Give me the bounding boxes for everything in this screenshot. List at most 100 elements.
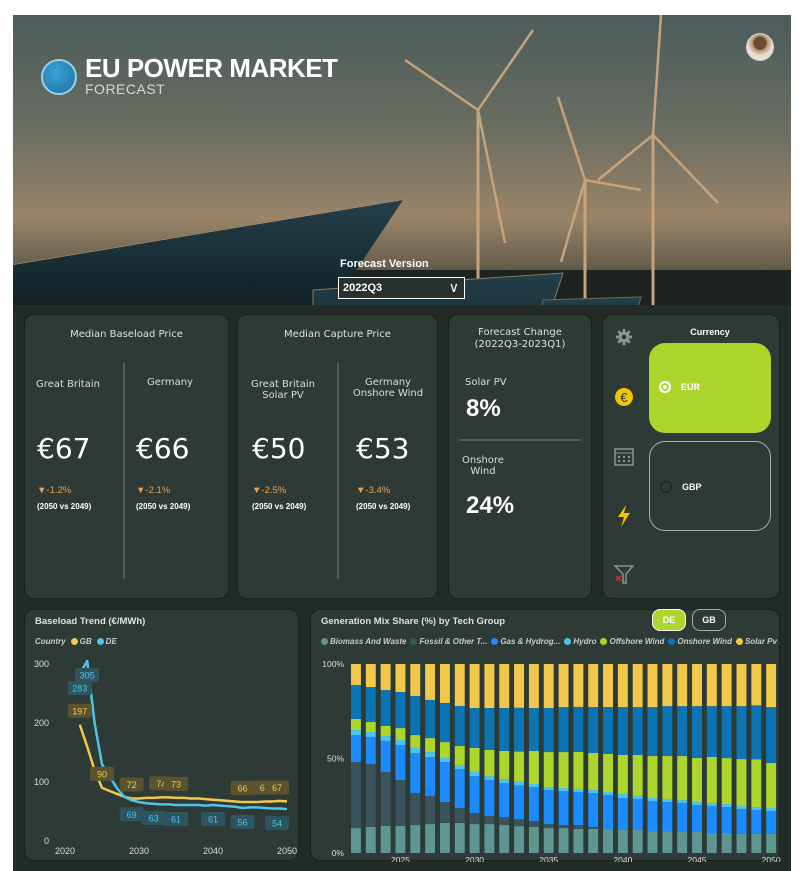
line-chart: 0 100 200 300 2020 2030 2040 2050 197 90 72 74 73 66 6…: [34, 659, 297, 856]
bar-segment: [632, 707, 643, 755]
bar-segment: [454, 822, 465, 853]
bar-segment: [662, 664, 673, 707]
bar-segment: [751, 759, 762, 808]
bar-segment: [588, 753, 599, 791]
hero-image: [13, 15, 791, 305]
chevron-down-icon: ∨: [448, 279, 459, 295]
bar-segment: [410, 753, 421, 794]
bar-segment: [692, 757, 702, 802]
bar-segment: [380, 736, 391, 741]
x-tick-label: 2040: [203, 846, 223, 856]
legend-item[interactable]: Solar Pv: [735, 637, 777, 646]
forecast-version-label: Forecast Version: [340, 258, 429, 270]
y-tick-label: 50%: [327, 754, 344, 764]
legend-item[interactable]: Onshore Wind: [668, 637, 732, 646]
legend-item[interactable]: Gas & Hydrog...: [491, 637, 560, 646]
bar-segment: [617, 754, 628, 795]
bar-segment: [365, 732, 376, 737]
bar-segment: [766, 833, 777, 853]
bar-segment: [484, 664, 495, 709]
bar-segment: [528, 750, 539, 785]
toggle-de[interactable]: DE: [652, 609, 686, 631]
bar-segment: [425, 824, 436, 853]
bar-segment: [662, 756, 673, 799]
bar-segment: [484, 776, 495, 781]
lightning-icon[interactable]: [613, 505, 635, 527]
bar-segment: [662, 706, 673, 757]
bar-segment: [380, 690, 391, 726]
kpi-label: Germany: [147, 377, 193, 388]
bar-segment: [469, 771, 480, 777]
bar-segment: [351, 828, 361, 853]
bar-segment: [603, 828, 614, 853]
data-label-text: 90: [97, 769, 107, 779]
forecast-version-dropdown[interactable]: 2022Q3 ∨: [338, 277, 465, 299]
bar-segment: [439, 702, 450, 743]
legend-item-gb[interactable]: GB: [70, 637, 92, 646]
data-label-bg: [164, 812, 188, 827]
data-label-bg: [265, 816, 289, 831]
change-value: 8%: [466, 395, 501, 422]
bar-segment: [736, 706, 747, 760]
gear-icon[interactable]: [613, 326, 635, 348]
series-line-de: [78, 659, 288, 811]
data-label-bg: [67, 703, 92, 718]
data-label: 63: [141, 810, 166, 825]
euro-icon[interactable]: €: [613, 386, 635, 408]
bar-segment: [499, 817, 510, 826]
bar-segment: [558, 752, 569, 788]
kpi-label: Great Britain: [36, 379, 100, 390]
bar-segment: [558, 791, 569, 826]
bar-segment: [736, 759, 747, 806]
bar-segment: [588, 790, 599, 794]
radio-unselected-icon[interactable]: [660, 481, 672, 493]
clear-filter-icon[interactable]: [613, 563, 635, 585]
kpi-label: Germany Onshore Wind: [352, 377, 424, 399]
x-tick-label: 2030: [465, 855, 484, 862]
kpi-compare: (2050 vs 2049): [356, 502, 411, 511]
trend-down-icon: ▼: [37, 485, 47, 496]
currency-option-eur[interactable]: EUR: [649, 343, 771, 433]
avatar[interactable]: [746, 33, 774, 61]
currency-option-gbp[interactable]: GBP: [649, 441, 771, 531]
baseload-trend-card: Baseload Trend (€/MWh) Country GB DE 0 10…: [24, 609, 299, 861]
legend-item[interactable]: Hydro: [564, 637, 596, 646]
data-label-text: 305: [80, 671, 95, 681]
y-tick-label: 100: [34, 777, 49, 787]
x-tick-label: 2025: [391, 855, 410, 862]
legend-item[interactable]: Biomass And Waste: [321, 637, 406, 646]
data-label-bg: [119, 807, 144, 822]
bar-segment: [425, 699, 436, 739]
bar-segment: [365, 664, 376, 688]
bar-segment: [706, 802, 717, 806]
legend-item-de[interactable]: DE: [96, 637, 117, 646]
bar-segment: [573, 751, 584, 789]
page-title: EU POWER MARKET: [85, 53, 338, 83]
calendar-icon[interactable]: [613, 445, 635, 467]
chart-legend: Country GB DE: [35, 637, 117, 646]
trend-down-icon: ▼: [356, 485, 366, 496]
bar-segment: [499, 664, 510, 709]
data-label: 90: [90, 766, 114, 781]
bar-segment: [603, 794, 614, 829]
kpi-value: €66: [136, 432, 190, 465]
bar-segment: [573, 791, 584, 826]
bar-segment: [632, 795, 643, 799]
toggle-gb[interactable]: GB: [692, 609, 726, 631]
bar-segment: [677, 706, 688, 757]
bar-segment: [766, 808, 777, 812]
bar-segment: [766, 763, 777, 809]
data-label: 61: [201, 812, 225, 827]
bar-segment: [410, 747, 421, 754]
data-label-bg: [119, 777, 144, 792]
bar-segment: [692, 804, 702, 833]
bar-segment: [573, 706, 584, 752]
bar-segment: [692, 801, 702, 805]
bar-segment: [395, 691, 406, 729]
bar-segment: [677, 802, 688, 833]
bar-segment: [617, 829, 628, 853]
legend-item[interactable]: Offshore Wind: [600, 637, 664, 646]
radio-selected-icon[interactable]: [659, 381, 671, 393]
change-label: Onshore Wind: [462, 455, 504, 477]
legend-item[interactable]: Fossil & Other T...: [410, 637, 487, 646]
